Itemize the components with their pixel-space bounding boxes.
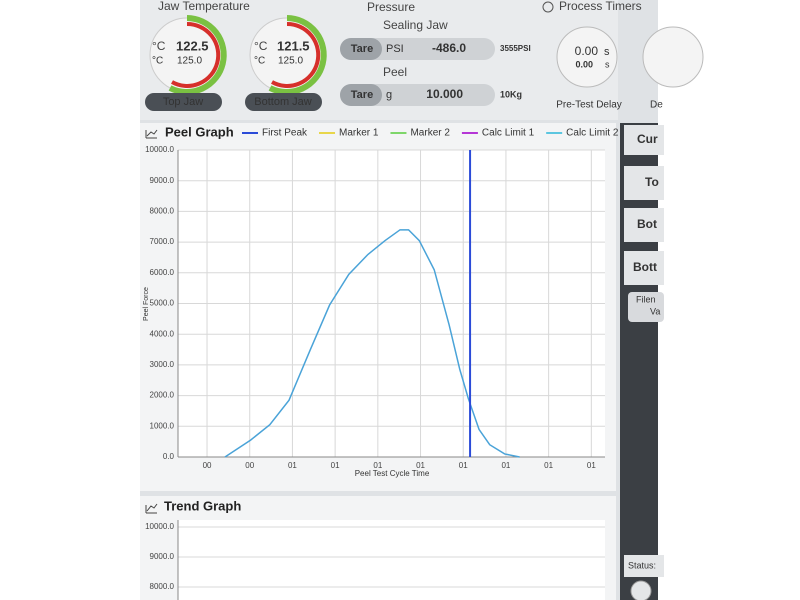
side-button[interactable] — [624, 208, 664, 242]
x-tick-label: 01 — [459, 461, 468, 470]
unit: °C — [254, 39, 268, 53]
timer-value: 0.00 — [575, 44, 599, 58]
side-button[interactable] — [624, 251, 664, 285]
file-box — [628, 292, 664, 322]
x-tick-label: 01 — [288, 461, 297, 470]
x-axis-label: Peel Test Cycle Time — [355, 469, 430, 478]
tare-label[interactable]: Tare — [351, 43, 373, 55]
legend-label: First Peak — [262, 128, 308, 139]
y-tick-label: 7000.0 — [150, 237, 175, 246]
unit: PSI — [386, 43, 404, 55]
y-tick-label: 3000.0 — [150, 360, 175, 369]
gauge-arc — [171, 21, 221, 88]
graph-icon — [145, 503, 158, 514]
field-label: Peel — [383, 65, 407, 79]
side-button[interactable] — [624, 166, 664, 200]
gauge: °C 122.5 °C 125.0 Top Jaw — [145, 15, 227, 111]
side-button-label[interactable]: To — [645, 175, 659, 189]
jaw-button[interactable] — [245, 93, 322, 111]
unit: s — [605, 59, 610, 69]
side-button-label[interactable]: Bott — [633, 260, 657, 274]
actual-temp: 121.5 — [277, 38, 310, 53]
section-title: Jaw Temperature — [158, 0, 250, 13]
gauge-arc — [271, 21, 321, 88]
jaw-button[interactable] — [145, 93, 222, 111]
x-tick-label: 01 — [416, 461, 425, 470]
chart-title: Trend Graph — [164, 498, 241, 513]
value: 10.000 — [426, 87, 463, 101]
jaw-button-label[interactable]: Bottom Jaw — [254, 96, 312, 108]
timer-icon — [542, 1, 554, 13]
timer-face — [642, 26, 704, 88]
status-box — [624, 555, 664, 577]
actual-temp: 122.5 — [176, 38, 209, 53]
file-label: Va — [650, 306, 660, 316]
y-tick-label: 0.0 — [163, 452, 175, 461]
legend-label: Calc Limit 2 — [566, 128, 619, 139]
y-tick-label: 9000.0 — [150, 176, 175, 185]
legend-label: Marker 2 — [410, 128, 450, 139]
unit: °C — [254, 56, 265, 67]
y-tick-label: 10000.0 — [145, 522, 174, 531]
graph-icon — [145, 129, 158, 139]
tare-button[interactable] — [340, 38, 382, 60]
timer-face — [556, 26, 618, 88]
set-temp: 125.0 — [278, 56, 303, 67]
unit: °C — [152, 39, 166, 53]
gauge-arc — [168, 15, 227, 95]
chart-title: Peel Graph — [165, 124, 234, 139]
x-tick-label: 01 — [501, 461, 510, 470]
y-tick-label: 1000.0 — [150, 421, 175, 430]
value: -486.0 — [432, 41, 466, 55]
x-tick-label: 01 — [587, 461, 596, 470]
file-label: Filen — [636, 294, 656, 304]
tare-button[interactable] — [340, 84, 382, 106]
unit: s — [604, 46, 610, 58]
plot-area — [178, 520, 605, 600]
section-title: Process Timers — [559, 0, 642, 13]
range: 3555PSI — [500, 44, 531, 53]
status-label: Status: — [628, 560, 656, 570]
section-title: Pressure — [367, 0, 415, 14]
jaw-button-label[interactable]: Top Jaw — [163, 96, 203, 108]
gauge-arc — [268, 15, 327, 95]
side-panel — [620, 123, 658, 600]
peel-curve — [224, 229, 520, 458]
y-tick-label: 8000.0 — [150, 207, 175, 216]
side-button-label[interactable]: Bot — [637, 217, 657, 231]
range: 10Kg — [500, 89, 522, 99]
tare-label[interactable]: Tare — [351, 89, 373, 101]
gauge: °C 121.5 °C 125.0 Bottom Jaw — [245, 15, 327, 111]
y-tick-label: 8000.0 — [150, 582, 175, 591]
x-tick-label: 01 — [373, 461, 382, 470]
legend-label: Calc Limit 1 — [482, 128, 535, 139]
y-tick-label: 6000.0 — [150, 268, 175, 277]
timer-sub-value: 0.00 — [575, 59, 593, 69]
y-axis-label: Peel Force — [143, 287, 150, 321]
y-tick-label: 10000.0 — [145, 145, 174, 154]
timer-label: De — [650, 100, 663, 111]
y-tick-label: 4000.0 — [150, 329, 175, 338]
field-label: Sealing Jaw — [383, 18, 448, 32]
y-tick-label: 5000.0 — [150, 299, 175, 308]
timer-label: Pre-Test Delay — [556, 100, 622, 111]
y-tick-label: 9000.0 — [150, 552, 175, 561]
legend-label: Marker 1 — [339, 128, 379, 139]
x-tick-label: 01 — [331, 461, 340, 470]
side-button[interactable] — [624, 125, 664, 155]
y-tick-label: 2000.0 — [150, 391, 175, 400]
side-button-label[interactable]: Cur — [637, 132, 658, 146]
play-button[interactable] — [630, 580, 652, 600]
x-tick-label: 00 — [245, 461, 254, 470]
unit: g — [386, 89, 392, 101]
x-tick-label: 01 — [544, 461, 553, 470]
unit: °C — [152, 56, 163, 67]
set-temp: 125.0 — [177, 56, 202, 67]
x-tick-label: 00 — [203, 461, 212, 470]
